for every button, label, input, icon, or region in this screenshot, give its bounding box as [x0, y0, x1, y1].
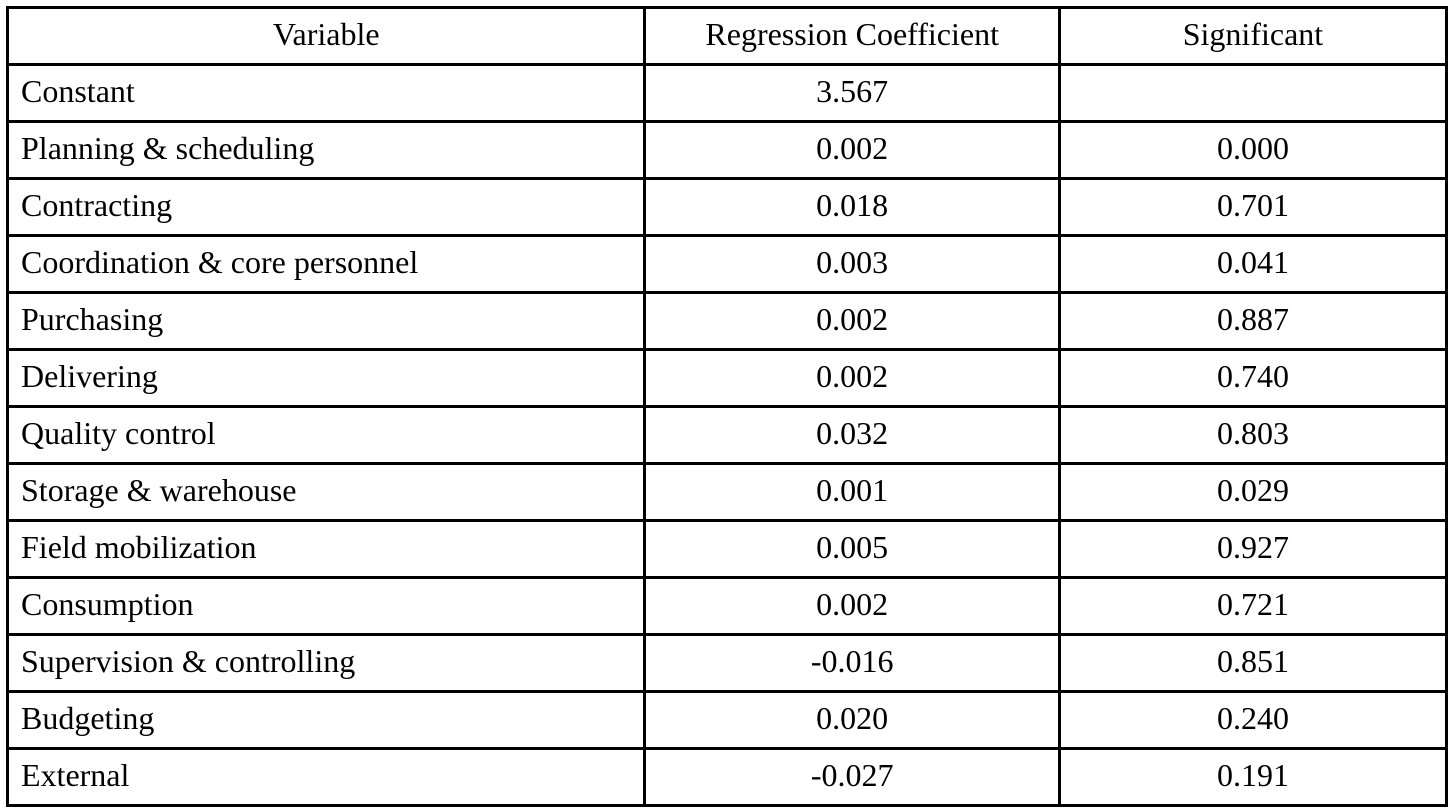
- cell-variable: Consumption: [5, 576, 647, 636]
- cell-variable: Field mobilization: [5, 519, 647, 579]
- column-header-variable: Variable: [5, 6, 647, 66]
- table-row: Planning & scheduling 0.002 0.000: [5, 120, 1449, 180]
- table-row: External -0.027 0.191: [5, 747, 1449, 807]
- table-row: Constant 3.567: [5, 63, 1449, 123]
- cell-significant: 0.000: [1057, 120, 1449, 180]
- cell-significant: 0.029: [1057, 462, 1449, 522]
- cell-regression-coefficient: 0.018: [643, 177, 1061, 237]
- cell-variable: Delivering: [5, 348, 647, 408]
- table-row: Storage & warehouse 0.001 0.029: [5, 462, 1449, 522]
- cell-significant: 0.721: [1057, 576, 1449, 636]
- cell-variable: Purchasing: [5, 291, 647, 351]
- cell-variable: Supervision & controlling: [5, 633, 647, 693]
- cell-regression-coefficient: 0.020: [643, 690, 1061, 750]
- cell-regression-coefficient: 0.001: [643, 462, 1061, 522]
- cell-significant: 0.041: [1057, 234, 1449, 294]
- table-row: Supervision & controlling -0.016 0.851: [5, 633, 1449, 693]
- cell-regression-coefficient: 0.002: [643, 348, 1061, 408]
- table-row: Budgeting 0.020 0.240: [5, 690, 1449, 750]
- cell-regression-coefficient: -0.016: [643, 633, 1061, 693]
- table-row: Field mobilization 0.005 0.927: [5, 519, 1449, 579]
- table-row: Purchasing 0.002 0.887: [5, 291, 1449, 351]
- cell-regression-coefficient: 0.002: [643, 120, 1061, 180]
- cell-variable: Storage & warehouse: [5, 462, 647, 522]
- cell-regression-coefficient: 3.567: [643, 63, 1061, 123]
- cell-regression-coefficient: 0.003: [643, 234, 1061, 294]
- cell-regression-coefficient: 0.005: [643, 519, 1061, 579]
- column-header-regression-coefficient: Regression Coefficient: [643, 6, 1061, 66]
- cell-significant: 0.851: [1057, 633, 1449, 693]
- cell-regression-coefficient: 0.032: [643, 405, 1061, 465]
- header-row: Variable Regression Coefficient Signific…: [5, 6, 1449, 66]
- cell-significant: 0.803: [1057, 405, 1449, 465]
- cell-regression-coefficient: -0.027: [643, 747, 1061, 807]
- cell-variable: Planning & scheduling: [5, 120, 647, 180]
- table-row: Delivering 0.002 0.740: [5, 348, 1449, 408]
- cell-significant: 0.240: [1057, 690, 1449, 750]
- table-row: Consumption 0.002 0.721: [5, 576, 1449, 636]
- cell-significant: 0.887: [1057, 291, 1449, 351]
- column-header-significant: Significant: [1057, 6, 1449, 66]
- cell-variable: External: [5, 747, 647, 807]
- cell-significant: 0.191: [1057, 747, 1449, 807]
- table-body: Constant 3.567 Planning & scheduling 0.002 0…: [5, 63, 1449, 807]
- cell-significant: 0.740: [1057, 348, 1449, 408]
- cell-variable: Budgeting: [5, 690, 647, 750]
- regression-results-table: Variable Regression Coefficient Signific…: [5, 6, 1449, 807]
- table-row: Quality control 0.032 0.803: [5, 405, 1449, 465]
- cell-variable: Quality control: [5, 405, 647, 465]
- cell-significant: 0.927: [1057, 519, 1449, 579]
- cell-significant: 0.701: [1057, 177, 1449, 237]
- cell-variable: Coordination & core personnel: [5, 234, 647, 294]
- cell-variable: Contracting: [5, 177, 647, 237]
- table-row: Coordination & core personnel 0.003 0.041: [5, 234, 1449, 294]
- cell-variable: Constant: [5, 63, 647, 123]
- cell-regression-coefficient: 0.002: [643, 576, 1061, 636]
- table-row: Contracting 0.018 0.701: [5, 177, 1449, 237]
- cell-significant: [1057, 63, 1449, 123]
- cell-regression-coefficient: 0.002: [643, 291, 1061, 351]
